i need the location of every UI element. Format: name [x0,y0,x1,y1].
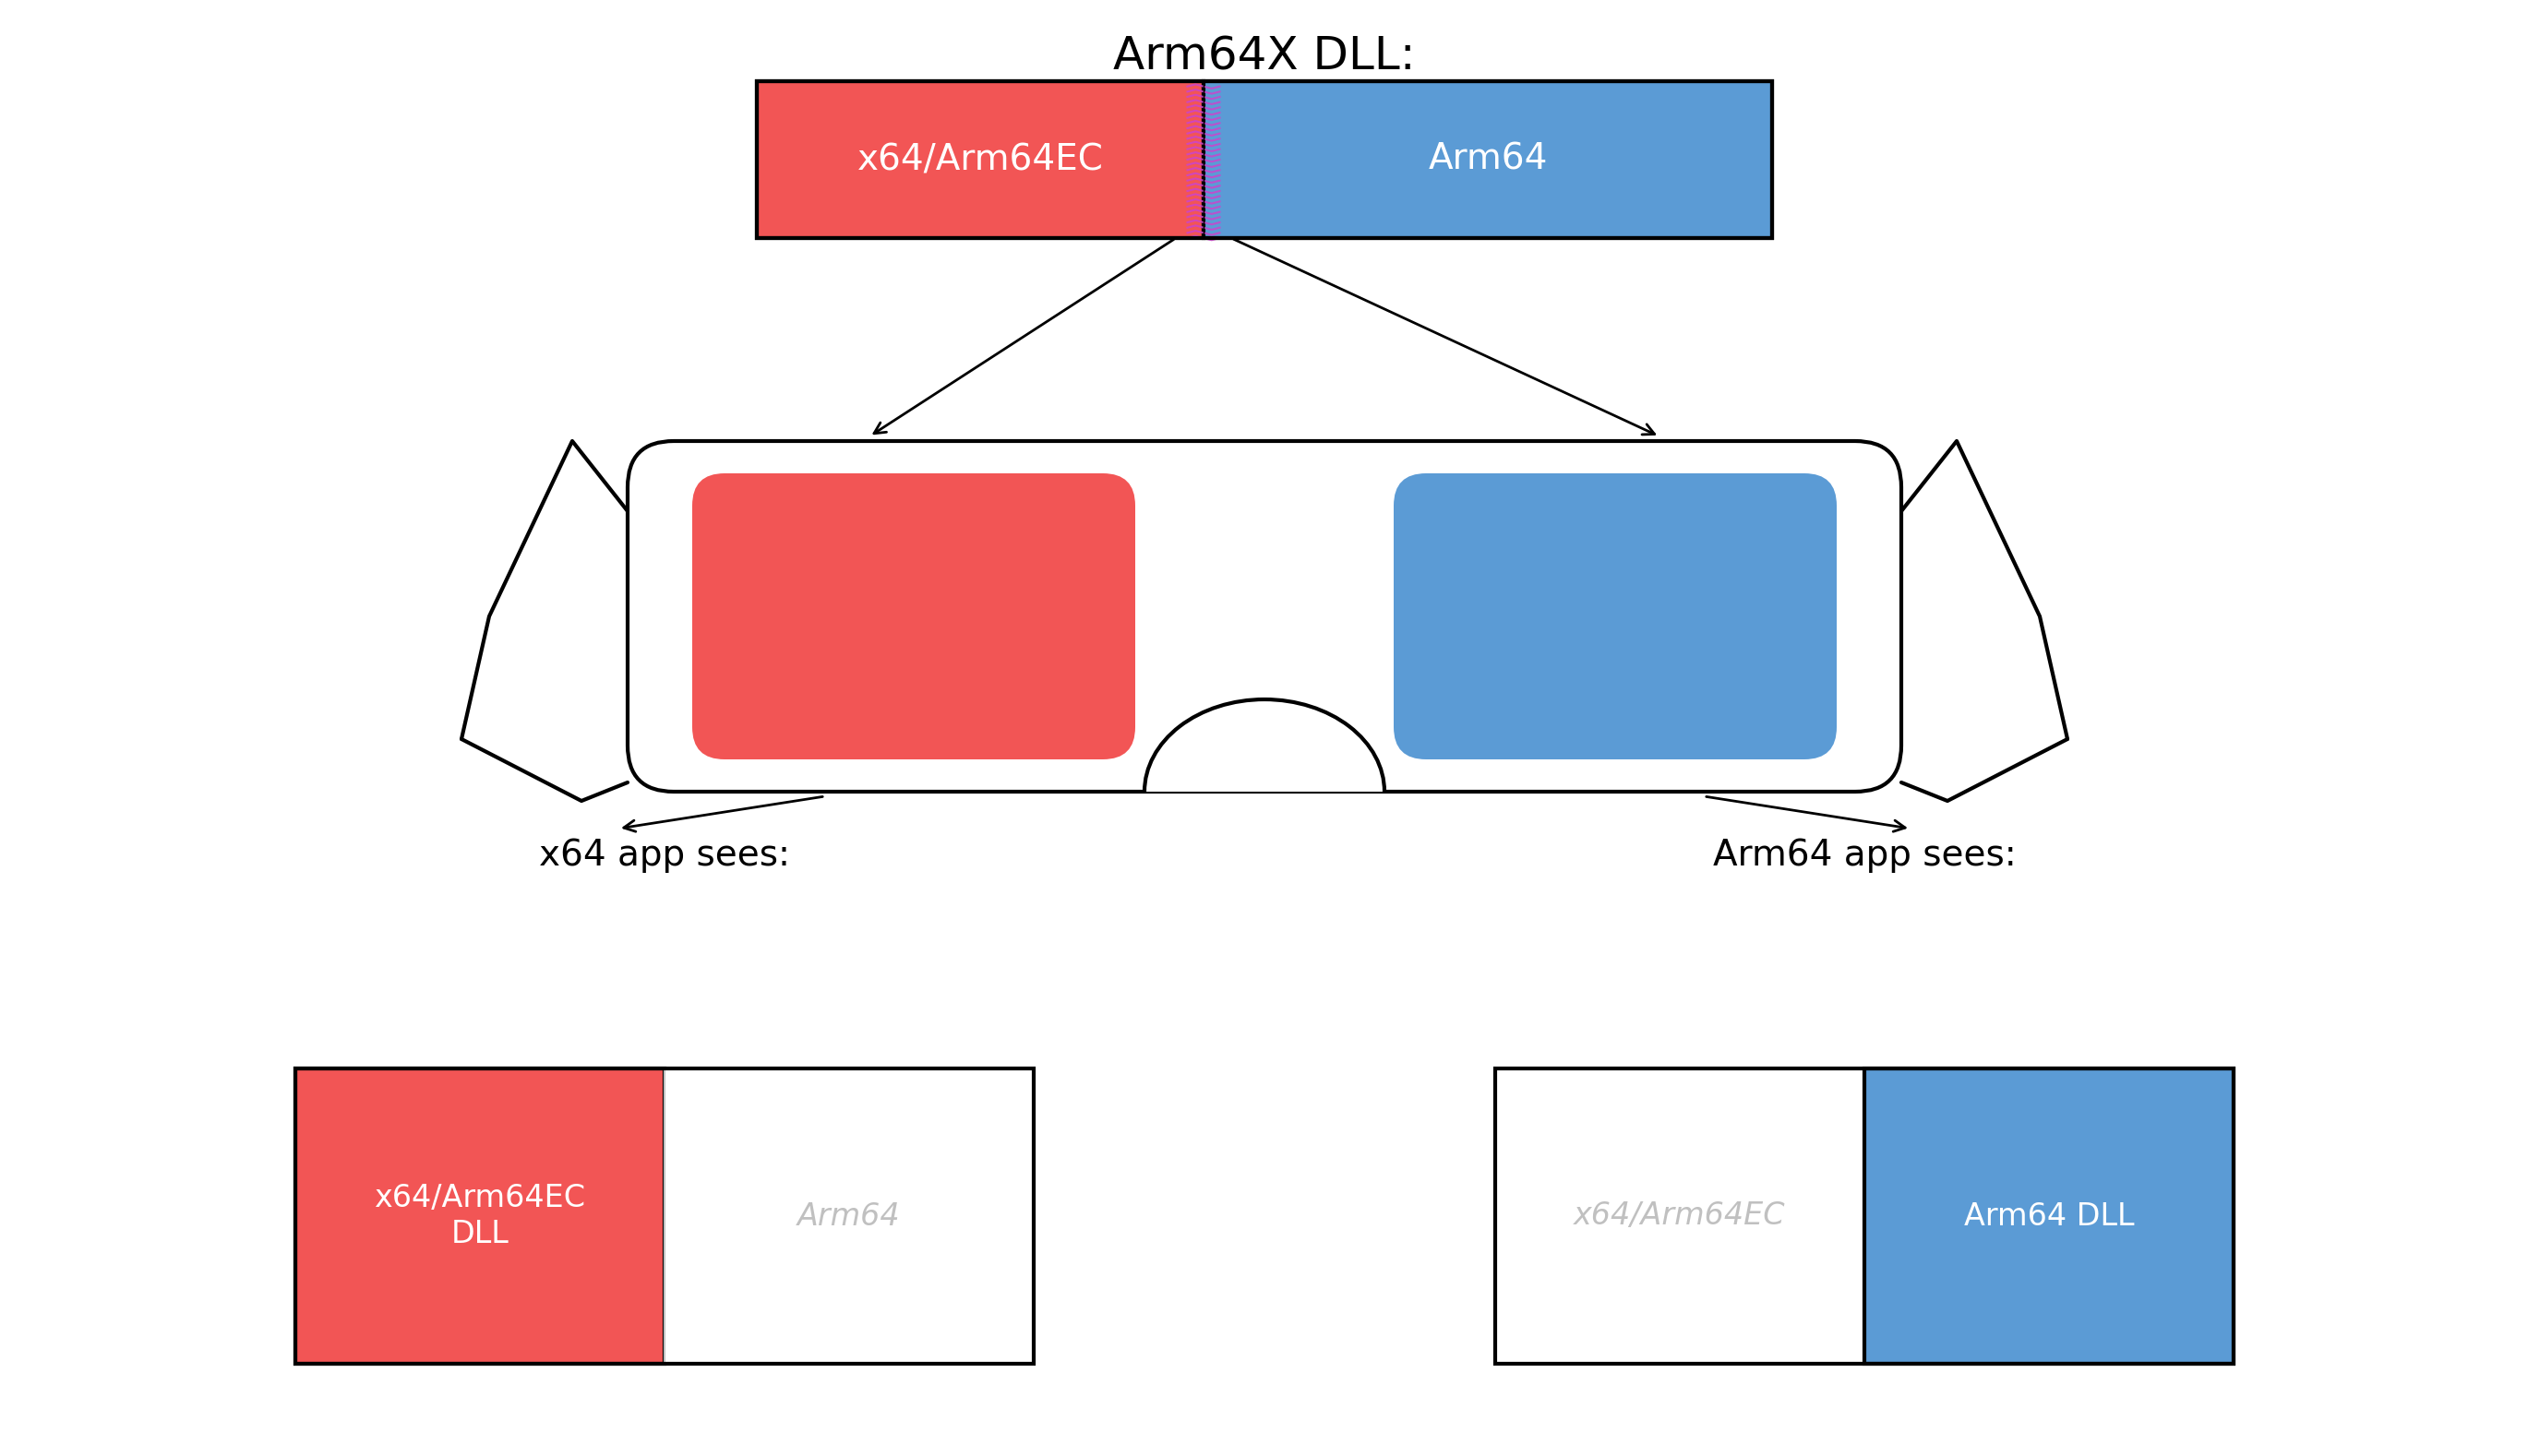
Bar [296,1069,665,1364]
Bar [756,82,1203,237]
Text: Arm64X DLL:: Arm64X DLL: [1112,35,1416,79]
Text: x64/Arm64EC: x64/Arm64EC [857,143,1102,178]
Bar [1203,82,1772,237]
FancyBboxPatch shape [627,441,1901,792]
Text: x64/Arm64EC: x64/Arm64EC [1575,1201,1785,1232]
Text: Arm64: Arm64 [1428,143,1547,178]
Polygon shape [1145,699,1385,792]
Bar [1863,1069,2235,1364]
Bar [1494,1069,1863,1364]
Text: Arm64 app sees:: Arm64 app sees: [1711,837,2017,872]
Text: Arm64: Arm64 [799,1201,900,1232]
Text: x64 app sees:: x64 app sees: [538,837,791,872]
Bar [756,82,1772,237]
FancyBboxPatch shape [693,473,1135,760]
Bar [1494,1069,2235,1364]
Text: x64/Arm64EC
DLL: x64/Arm64EC DLL [374,1184,586,1249]
Bar [296,1069,1034,1364]
Bar [665,1069,1034,1364]
FancyBboxPatch shape [1393,473,1838,760]
Text: Arm64 DLL: Arm64 DLL [1964,1201,2134,1232]
